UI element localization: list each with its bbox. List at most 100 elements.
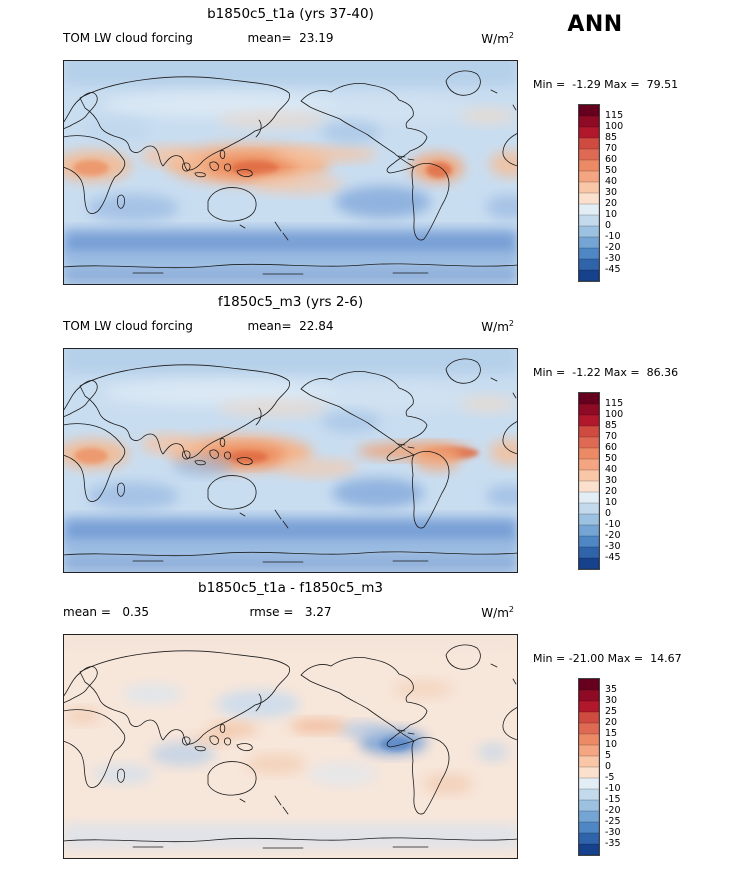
- colorbar-tick-label: -45: [605, 552, 621, 563]
- colorbar-tick-label: 85: [605, 420, 618, 431]
- colorbar-tick-label: 10: [605, 497, 618, 508]
- colorbar-cell: [579, 503, 599, 514]
- colorbar-cell: [579, 679, 599, 690]
- colorbar-tick-label: 5: [605, 750, 612, 761]
- panel-difference: b1850c5_t1a - f1850c5_m3 mean = 0.35 rms…: [0, 574, 733, 866]
- colorbar-tick-label: 30: [605, 475, 618, 486]
- minmax-label: Min = -21.00 Max = 14.67: [533, 652, 682, 665]
- colorbar-cell: [579, 448, 599, 459]
- stats-row: TOM LW cloud forcing mean= 23.19 W/m2: [63, 31, 518, 47]
- map-case2: [63, 348, 518, 573]
- colorbar-tick-label: 40: [605, 176, 618, 187]
- colorbar-cell: [579, 105, 599, 116]
- season-label: ANN: [567, 12, 623, 37]
- colorbar-cell: [579, 426, 599, 437]
- colorbar-cell: [579, 844, 599, 855]
- panel-title: f1850c5_m3 (yrs 2-6): [217, 294, 364, 310]
- world-map-svg: [63, 634, 518, 859]
- colorbar-tick-label: -10: [605, 519, 621, 530]
- mean-value: mean = 0.35: [63, 605, 150, 619]
- colorbar-cell: [579, 459, 599, 470]
- colorbar-tick-label: -10: [605, 231, 621, 242]
- colorbar-tick-label: -20: [605, 242, 621, 253]
- colorbar-tick-label: 40: [605, 464, 618, 475]
- colorbar-cell: [579, 116, 599, 127]
- colorbar-cell: [579, 437, 599, 448]
- units-base: W/m: [481, 32, 509, 46]
- colorbar-tick-label: -30: [605, 827, 621, 838]
- colorbar-cell: [579, 745, 599, 756]
- colorbar-case2: 115 100 85 70 60 50 40 30 20 10 0 -10 -20 -30 -45: [578, 392, 623, 570]
- colorbar-cell: [579, 270, 599, 281]
- colorbar-tick-label: 60: [605, 442, 618, 453]
- colorbar-cell: [579, 160, 599, 171]
- colorbar-cell: [579, 248, 599, 259]
- colorbar-cell: [579, 393, 599, 404]
- colorbar-tick-label: -10: [605, 783, 621, 794]
- colorbar-cell: [579, 259, 599, 270]
- colorbar-cell: [579, 822, 599, 833]
- stats-row: TOM LW cloud forcing mean= 22.84 W/m2: [63, 319, 518, 335]
- units-exponent: 2: [508, 31, 514, 40]
- colorbar-cell: [579, 404, 599, 415]
- colorbar-tick-label: 20: [605, 717, 618, 728]
- colorbar-cell: [579, 558, 599, 569]
- colorbar-cell: [579, 215, 599, 226]
- colorbar-cell: [579, 690, 599, 701]
- colorbar-tick-label: 0: [605, 220, 612, 231]
- colorbar-tick-label: 100: [605, 121, 624, 132]
- colorbar-tick-label: -5: [605, 772, 615, 783]
- map-difference: [63, 634, 518, 859]
- colorbar-tick-label: -30: [605, 253, 621, 264]
- colorbar-difference: 35 30 25 20 15 10 5 0 -5 -10 -15 -20 -25 -30 -35: [578, 678, 621, 856]
- colorbar-cell: [579, 536, 599, 547]
- colorbar-tick-label: -35: [605, 838, 621, 849]
- colorbar-cell: [579, 723, 599, 734]
- colorbar-cell: [579, 800, 599, 811]
- panel-title: b1850c5_t1a (yrs 37-40): [207, 6, 374, 22]
- colorbar-cell: [579, 182, 599, 193]
- colorbar-cell: [579, 149, 599, 160]
- colorbar-cell: [579, 226, 599, 237]
- colorbar-tick-label: 35: [605, 684, 618, 695]
- minmax-label: Min = -1.22 Max = 86.36: [533, 366, 679, 379]
- colorbar-tick-label: 115: [605, 398, 624, 409]
- colorbar-cell: [579, 789, 599, 800]
- colorbar-cell: [579, 712, 599, 723]
- colorbar-tick-label: 70: [605, 143, 618, 154]
- colorbar-tick-label: 115: [605, 110, 624, 121]
- panel-case1: b1850c5_t1a (yrs 37-40) TOM LW cloud for…: [0, 0, 733, 292]
- colorbar-cell: [579, 767, 599, 778]
- colorbar-tick-label: 100: [605, 409, 624, 420]
- colorbar-tick-label: 30: [605, 695, 618, 706]
- world-map-svg: [63, 60, 518, 285]
- units-base: W/m: [481, 320, 509, 334]
- colorbar-tick-label: 10: [605, 209, 618, 220]
- colorbar-tick-label: 10: [605, 739, 618, 750]
- colorbar-cell: [579, 734, 599, 745]
- stats-row: mean = 0.35 rmse = 3.27 W/m2: [63, 605, 518, 621]
- colorbar-cell: [579, 470, 599, 481]
- colorbar-cell: [579, 778, 599, 789]
- panel-title: b1850c5_t1a - f1850c5_m3: [198, 580, 383, 596]
- colorbar-cell: [579, 415, 599, 426]
- units-exponent: 2: [508, 605, 514, 614]
- units-label: W/m2: [481, 31, 514, 46]
- colorbar-cell: [579, 701, 599, 712]
- colorbar-tick-label: -20: [605, 805, 621, 816]
- colorbar-tick-label: 50: [605, 165, 618, 176]
- colorbar-tick-label: 25: [605, 706, 618, 717]
- colorbar-cell: [579, 171, 599, 182]
- colorbar-tick-label: 20: [605, 486, 618, 497]
- panel-case2: f1850c5_m3 (yrs 2-6) TOM LW cloud forcin…: [0, 288, 733, 580]
- colorbar-cell: [579, 492, 599, 503]
- colorbar-cell: [579, 756, 599, 767]
- world-map-svg: [63, 348, 518, 573]
- mean-value: mean= 22.84: [247, 319, 334, 333]
- colorbar-cell: [579, 514, 599, 525]
- colorbar-tick-label: 60: [605, 154, 618, 165]
- colorbar-cell: [579, 204, 599, 215]
- colorbar-cell: [579, 138, 599, 149]
- colorbar-cell: [579, 525, 599, 536]
